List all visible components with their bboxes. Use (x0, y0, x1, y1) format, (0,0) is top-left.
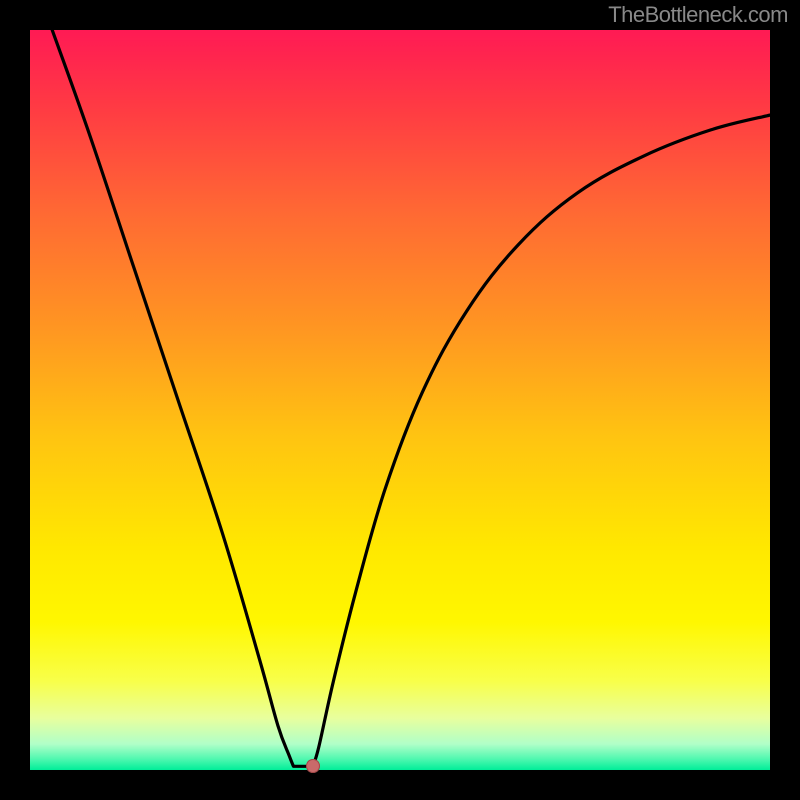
optimal-point-marker (306, 759, 320, 773)
plot-area (30, 30, 770, 770)
chart-container: TheBottleneck.com (0, 0, 800, 800)
bottleneck-curve (30, 30, 770, 770)
curve-path (52, 30, 770, 766)
watermark-text: TheBottleneck.com (608, 2, 788, 28)
